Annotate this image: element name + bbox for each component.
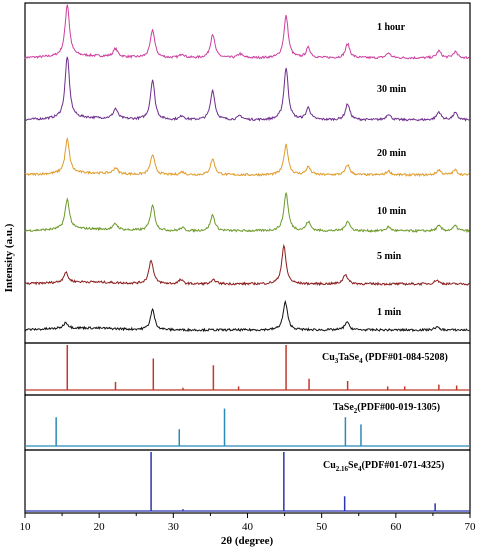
reference-label: Cu2.16Se4(PDF#01-071-4325) [323, 460, 444, 473]
x-tick-label: 10 [20, 521, 32, 533]
series-line [24, 299, 470, 333]
series-line [24, 136, 470, 178]
reference-patterns: Cu3TaSe4 (PDF#01-084-5208) TaSe2(PDF#00-0… [25, 345, 470, 512]
x-tick-label: 50 [316, 521, 328, 533]
ref-panel-cu3tase4 [24, 342, 471, 396]
series-label: 10 min [377, 206, 407, 217]
x-tick-label: 30 [168, 521, 180, 533]
x-tick-label: 20 [94, 521, 106, 533]
x-tick-label: 70 [465, 521, 477, 533]
y-axis-label: Intensity (a.u.) [3, 223, 15, 292]
x-tick-label: 40 [242, 521, 254, 533]
reference-label: TaSe2(PDF#00-019-1305) [333, 402, 440, 415]
series-labels: 1 hour 30 min 20 min 10 min 5 min 1 min [377, 22, 407, 318]
series-line [24, 243, 470, 287]
series-label: 5 min [377, 251, 402, 262]
x-tick-label: 60 [390, 521, 402, 533]
series-label: 30 min [377, 84, 407, 95]
series-label: 1 hour [377, 22, 406, 33]
series-line [24, 4, 470, 60]
reference-label: Cu3TaSe4 (PDF#01-084-5208) [322, 352, 448, 365]
series-label: 20 min [377, 148, 407, 159]
xrd-series [24, 4, 470, 333]
series-line [24, 192, 470, 234]
series-label: 1 min [377, 307, 402, 318]
x-axis-ticks: 10 20 30 40 50 60 70 [20, 513, 477, 533]
x-axis-label: 2θ (degree) [221, 535, 274, 547]
series-line [25, 56, 470, 122]
